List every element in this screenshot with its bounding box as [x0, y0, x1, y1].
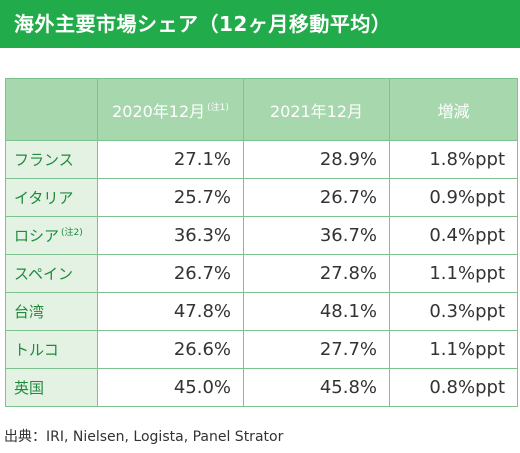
- change-cell: 1.1%ppt: [389, 330, 518, 369]
- header-2020: 2020年12月 (注1): [97, 78, 244, 141]
- country-note: (注2): [61, 228, 83, 238]
- change-cell: 0.9%ppt: [389, 178, 518, 217]
- table-row: 台湾 47.8% 48.1% 0.3%ppt: [5, 292, 518, 331]
- header-corner-cell: [5, 78, 98, 141]
- country-cell: 台湾: [5, 292, 98, 331]
- share-2021-cell: 48.1%: [243, 292, 390, 331]
- share-2020-cell: 36.3%: [97, 216, 244, 255]
- country-label: ロシア: [14, 227, 60, 245]
- table-row: スペイン 26.7% 27.8% 1.1%ppt: [5, 254, 518, 293]
- country-cell: スペイン: [5, 254, 98, 293]
- table-body: フランス 27.1% 28.9% 1.8%ppt イタリア 25.7% 26.7% 0.9%p…: [5, 140, 518, 407]
- table-row: フランス 27.1% 28.9% 1.8%ppt: [5, 140, 518, 179]
- change-cell: 0.3%ppt: [389, 292, 518, 331]
- country-cell: トルコ: [5, 330, 98, 369]
- change-cell: 1.1%ppt: [389, 254, 518, 293]
- country-label: スペイン: [14, 265, 73, 283]
- share-2020-cell: 26.6%: [97, 330, 244, 369]
- change-cell: 0.8%ppt: [389, 368, 518, 407]
- share-2021-cell: 45.8%: [243, 368, 390, 407]
- country-label: フランス: [14, 151, 74, 169]
- country-label: イタリア: [14, 189, 74, 207]
- share-2021-cell: 36.7%: [243, 216, 390, 255]
- country-cell: イタリア: [5, 178, 98, 217]
- share-2021-cell: 27.7%: [243, 330, 390, 369]
- header-2020-note: (注1): [207, 103, 229, 114]
- country-label: トルコ: [14, 341, 59, 359]
- table-row: トルコ 26.6% 27.7% 1.1%ppt: [5, 330, 518, 369]
- share-2020-cell: 25.7%: [97, 178, 244, 217]
- share-2020-cell: 27.1%: [97, 140, 244, 179]
- country-label: 英国: [14, 379, 45, 397]
- share-2021-cell: 27.8%: [243, 254, 390, 293]
- share-2021-cell: 28.9%: [243, 140, 390, 179]
- country-cell: ロシア (注2): [5, 216, 98, 255]
- header-2021: 2021年12月: [243, 78, 390, 141]
- table-row: イタリア 25.7% 26.7% 0.9%ppt: [5, 178, 518, 217]
- header-change: 増減: [389, 78, 518, 141]
- market-share-table: 2020年12月 (注1) 2021年12月 増減 フランス 27.1% 28.9% 1…: [5, 78, 518, 407]
- country-cell: 英国: [5, 368, 98, 407]
- share-2021-cell: 26.7%: [243, 178, 390, 217]
- country-cell: フランス: [5, 140, 98, 179]
- share-2020-cell: 45.0%: [97, 368, 244, 407]
- share-2020-cell: 26.7%: [97, 254, 244, 293]
- source-note: 出典：IRI, Nielsen, Logista, Panel Strator: [4, 429, 284, 445]
- change-cell: 1.8%ppt: [389, 140, 518, 179]
- table-row: ロシア (注2) 36.3% 36.7% 0.4%ppt: [5, 216, 518, 255]
- header-2020-label: 2020年12月: [112, 101, 206, 121]
- share-2020-cell: 47.8%: [97, 292, 244, 331]
- table-row: 英国 45.0% 45.8% 0.8%ppt: [5, 368, 518, 407]
- table-header-row: 2020年12月 (注1) 2021年12月 増減: [5, 78, 518, 141]
- country-label: 台湾: [14, 303, 45, 321]
- change-cell: 0.4%ppt: [389, 216, 518, 255]
- page-title: 海外主要市場シェア（12ヶ月移動平均）: [0, 0, 520, 48]
